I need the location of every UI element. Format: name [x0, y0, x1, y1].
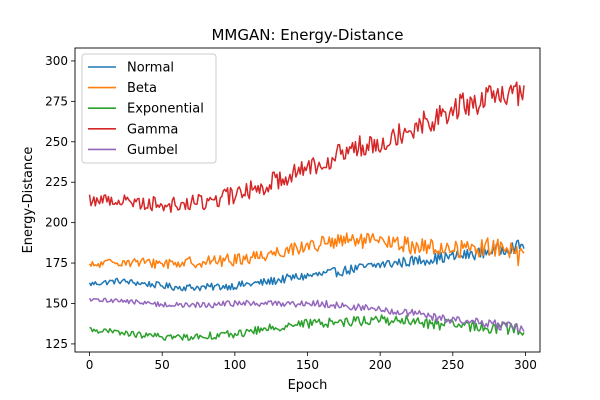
series-line-normal: [88, 239, 525, 292]
y-tick-label: 275: [45, 94, 68, 108]
y-tick-label: 250: [45, 135, 68, 149]
legend-label-gumbel: Gumbel: [127, 143, 178, 158]
y-tick-label: 300: [45, 54, 68, 68]
series-line-beta: [88, 232, 525, 270]
y-tick-label: 175: [45, 256, 68, 270]
x-axis-label: Epoch: [288, 378, 328, 393]
legend-label-normal: Normal: [127, 61, 174, 76]
x-tick-label: 0: [86, 358, 94, 372]
chart-title: MMGAN: Energy-Distance: [211, 26, 403, 44]
series-line-gamma: [88, 81, 525, 213]
x-axis-ticks: 0 50 100 150 200 250 300: [86, 352, 537, 372]
y-axis-label: Energy-Distance: [21, 147, 36, 254]
x-tick-label: 200: [369, 358, 392, 372]
y-tick-label: 200: [45, 216, 68, 230]
y-tick-label: 150: [45, 296, 68, 310]
series-line-gumbel: [88, 297, 525, 333]
x-tick-label: 50: [155, 358, 170, 372]
y-tick-label: 125: [45, 337, 68, 351]
legend-label-beta: Beta: [127, 81, 157, 96]
legend-label-exponential: Exponential: [127, 102, 204, 117]
legend-box: [81, 53, 217, 164]
x-tick-label: 100: [223, 358, 246, 372]
series-layer: [88, 81, 525, 341]
legend-label-gamma: Gamma: [127, 122, 178, 137]
legend: Normal Beta Exponential Gamma Gumbel: [81, 53, 217, 164]
x-tick-label: 250: [441, 358, 464, 372]
y-axis-ticks: 125 150 175 200 225 250 275 300: [45, 54, 75, 351]
x-tick-label: 150: [296, 358, 319, 372]
y-tick-label: 225: [45, 175, 68, 189]
x-tick-label: 300: [514, 358, 537, 372]
